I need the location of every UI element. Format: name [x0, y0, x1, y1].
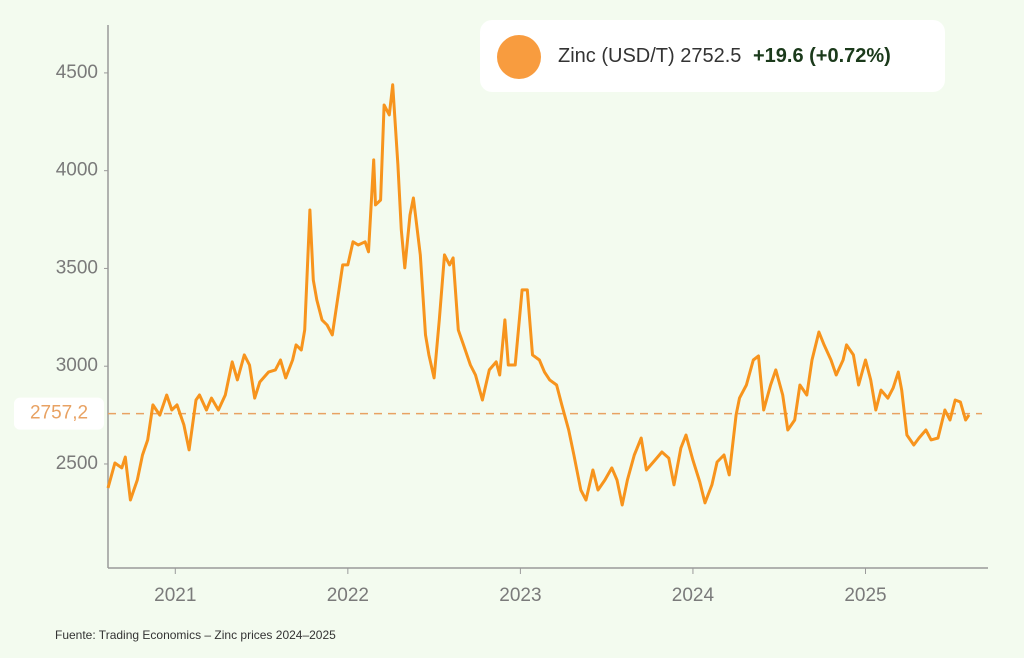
legend-latest: 2752.5 [680, 45, 741, 67]
y-tick-label: 4000 [56, 160, 98, 181]
x-tick-label: 2023 [499, 585, 541, 606]
reference-label-box [14, 397, 104, 430]
source: Fuente: Trading Economics – Zinc prices … [55, 628, 336, 642]
legend-label: Zinc (USD/T) 2752.5 +19.6 (+0.72%) [558, 45, 891, 67]
legend-box [480, 20, 945, 92]
legend-marker [497, 35, 541, 79]
x-tick-label: 2025 [844, 585, 886, 606]
price-line [106, 83, 971, 507]
y-tick-label: 3500 [56, 257, 98, 278]
y-tick-label: 4500 [56, 62, 98, 83]
x-tick-label: 2024 [672, 585, 715, 606]
legend-name: Zinc (USD/T) [558, 45, 675, 67]
x-tick-label: 2021 [154, 585, 196, 606]
legend-change: +19.6 (+0.72%) [753, 45, 891, 67]
y-tick-label: 3000 [56, 355, 98, 376]
reference-label: 2757,2 [30, 403, 88, 424]
y-tick-label: 2500 [56, 453, 98, 474]
x-tick-label: 2022 [327, 585, 369, 606]
